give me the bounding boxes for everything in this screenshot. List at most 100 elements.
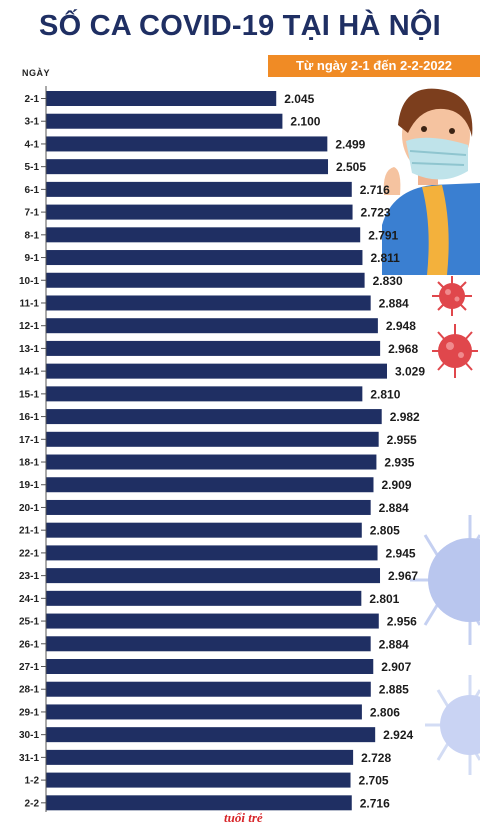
category-label: 17-1	[19, 435, 39, 446]
bar	[46, 363, 387, 379]
category-label: 29-1	[19, 707, 39, 718]
bar	[46, 272, 365, 288]
bar	[46, 590, 362, 606]
bar	[46, 250, 363, 266]
category-label: 2-1	[25, 94, 40, 105]
data-label: 2.100	[290, 115, 320, 129]
bar	[46, 795, 352, 811]
data-label: 2.728	[361, 751, 391, 765]
data-label: 2.723	[361, 206, 391, 220]
bar	[46, 454, 377, 470]
bar	[46, 227, 361, 243]
data-label: 2.505	[336, 160, 366, 174]
bar	[46, 704, 362, 720]
category-label: 10-1	[19, 276, 39, 287]
data-label: 2.909	[381, 478, 411, 492]
data-label: 2.956	[387, 615, 417, 629]
bar	[46, 477, 374, 493]
category-label: 2-2	[25, 798, 40, 809]
category-label: 28-1	[19, 685, 39, 696]
bar	[46, 318, 378, 334]
data-label: 2.830	[373, 274, 403, 288]
data-label: 2.791	[368, 228, 398, 242]
bar	[46, 613, 379, 629]
chart-title: SỐ CA COVID-19 TẠI HÀ NỘI	[39, 10, 441, 42]
data-label: 2.705	[359, 774, 389, 788]
category-label: 1-2	[25, 776, 40, 787]
category-label: 3-1	[25, 117, 40, 128]
category-label: 4-1	[25, 139, 40, 150]
category-label: 24-1	[19, 594, 39, 605]
bar	[46, 636, 371, 652]
bar	[46, 204, 353, 220]
category-label: 19-1	[19, 480, 39, 491]
tuoi-tre-logo: tuổi trẻ	[224, 810, 263, 825]
bar	[46, 136, 328, 152]
bar	[46, 545, 378, 561]
data-label: 2.968	[388, 342, 418, 356]
category-label: 26-1	[19, 639, 39, 650]
data-label: 2.907	[381, 660, 411, 674]
category-label: 14-1	[19, 367, 39, 378]
category-label: 6-1	[25, 185, 40, 196]
data-label: 2.884	[379, 501, 409, 515]
bar	[46, 409, 382, 425]
data-label: 2.801	[369, 592, 399, 606]
bar	[46, 522, 362, 538]
bar	[46, 159, 329, 175]
category-label: 25-1	[19, 617, 39, 628]
category-label: 31-1	[19, 753, 39, 764]
category-label: 15-1	[19, 389, 39, 400]
bar	[46, 386, 363, 402]
bar	[46, 181, 352, 197]
category-label: 11-1	[20, 298, 40, 309]
y-axis-title: NGÀY	[22, 68, 51, 78]
category-label: 8-1	[25, 230, 40, 241]
category-label: 16-1	[19, 412, 39, 423]
data-label: 2.716	[360, 796, 390, 810]
category-label: 12-1	[19, 321, 39, 332]
data-label: 2.924	[383, 728, 413, 742]
data-label: 3.029	[395, 365, 425, 379]
virus-red-icon	[432, 276, 472, 316]
bar	[46, 295, 371, 311]
bar	[46, 681, 371, 697]
data-label: 2.935	[384, 456, 414, 470]
bar	[46, 431, 379, 447]
virus-blue-icon	[410, 515, 480, 645]
data-label: 2.805	[370, 524, 400, 538]
masked-person-illustration	[382, 88, 480, 275]
bar	[46, 568, 381, 584]
bar	[46, 772, 351, 788]
category-label: 22-1	[19, 548, 39, 559]
chart-subtitle: Từ ngày 2-1 đến 2-2-2022	[268, 55, 480, 77]
data-label: 2.806	[370, 705, 400, 719]
data-label: 2.810	[370, 387, 400, 401]
category-label: 27-1	[19, 662, 39, 673]
bar	[46, 113, 283, 129]
category-label: 20-1	[19, 503, 39, 514]
bar	[46, 727, 376, 743]
category-label: 5-1	[25, 162, 40, 173]
data-label: 2.811	[370, 251, 400, 265]
bar	[46, 91, 277, 106]
data-label: 2.045	[284, 92, 314, 106]
data-label: 2.955	[387, 433, 417, 447]
bar	[46, 659, 374, 674]
category-label: 21-1	[19, 526, 39, 537]
data-label: 2.499	[335, 137, 365, 151]
data-label: 2.885	[379, 683, 409, 697]
bar	[46, 749, 354, 765]
data-label: 2.884	[379, 637, 409, 651]
data-label: 2.967	[388, 569, 418, 583]
data-label: 2.945	[386, 546, 416, 560]
data-label: 2.716	[360, 183, 390, 197]
category-label: 23-1	[19, 571, 39, 582]
data-label: 2.884	[379, 296, 409, 310]
data-label: 2.948	[386, 319, 416, 333]
data-label: 2.982	[390, 410, 420, 424]
virus-blue-small-icon	[425, 675, 480, 775]
virus-red-large-icon	[432, 324, 478, 378]
category-label: 30-1	[19, 730, 39, 741]
